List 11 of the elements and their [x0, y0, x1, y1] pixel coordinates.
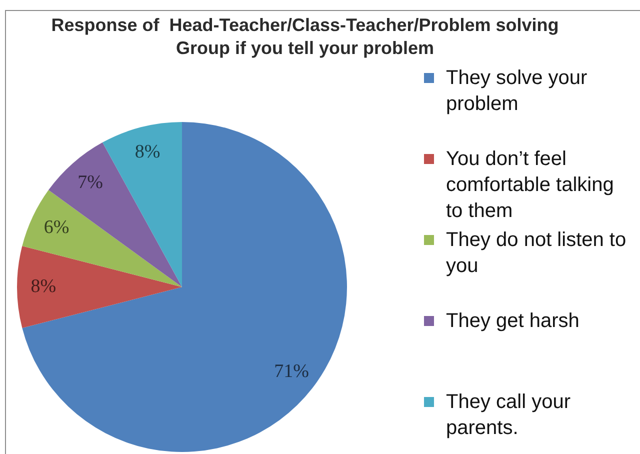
legend-label: They solve your problem: [446, 66, 588, 117]
legend-label: They do not listen to you: [446, 228, 628, 279]
legend-label: They call your parents.: [446, 390, 572, 441]
data-label: 7%: [78, 172, 104, 194]
legend-label: You don’t feel comfortable talking to them: [446, 147, 615, 224]
data-label: 6%: [44, 216, 70, 238]
data-label: 71%: [274, 360, 310, 382]
data-label: 8%: [30, 276, 56, 297]
chart-title: Response of Head-Teacher/Class-Teacher/Problem solving Group if you tell your problem: [50, 14, 560, 60]
legend-label: They get harsh: [446, 309, 580, 334]
data-label: 8%: [134, 142, 160, 163]
